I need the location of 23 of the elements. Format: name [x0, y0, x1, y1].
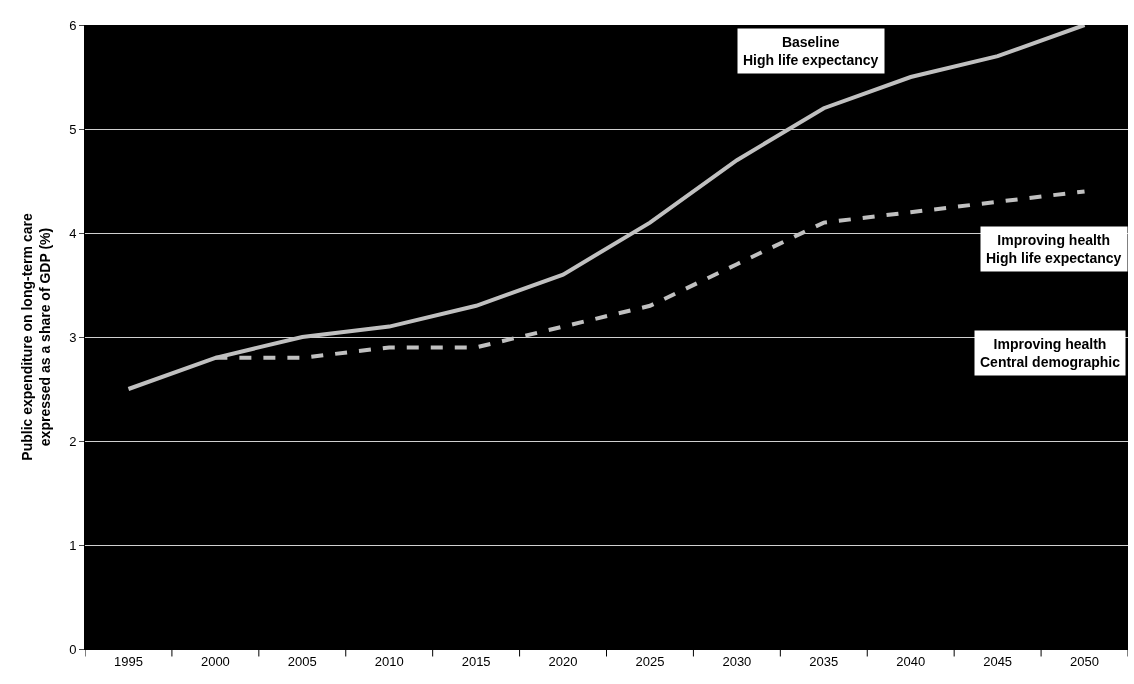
x-tick-label: 2015: [461, 653, 491, 669]
text: Improving health High life expectancy: [986, 232, 1122, 267]
y-axis-title: Public expenditure on long-term care expressed as a share of GDP (%): [18, 213, 53, 461]
x-tick-label: 2010: [374, 653, 404, 669]
y-tick-label: 0: [69, 641, 77, 657]
series-label: Baseline High life expectancy: [743, 34, 879, 69]
x-tick-label: 2030: [722, 653, 752, 669]
annotation: Improving health Central demographic: [980, 336, 1121, 371]
x-tick-label: 2040: [896, 653, 926, 669]
x-tick-label: 2035: [809, 653, 839, 669]
x-tick-label: 2025: [635, 653, 665, 669]
x-tick-label: 2050: [1070, 653, 1099, 669]
x-tick-label: 2045: [983, 653, 1013, 669]
x-tick-label: 1995: [114, 653, 143, 669]
y-tick-label: 6: [69, 17, 77, 33]
y-tick-label: 5: [69, 121, 77, 137]
y-tick-label: 4: [69, 225, 77, 241]
y-tick-label: 1: [69, 537, 77, 553]
y-tick-label: 2: [69, 433, 77, 449]
x-tick-label: 2000: [200, 653, 230, 669]
x-tick-label: 2005: [287, 653, 317, 669]
x-tick-label: 2020: [548, 653, 578, 669]
y-tick-label: 3: [69, 329, 77, 345]
